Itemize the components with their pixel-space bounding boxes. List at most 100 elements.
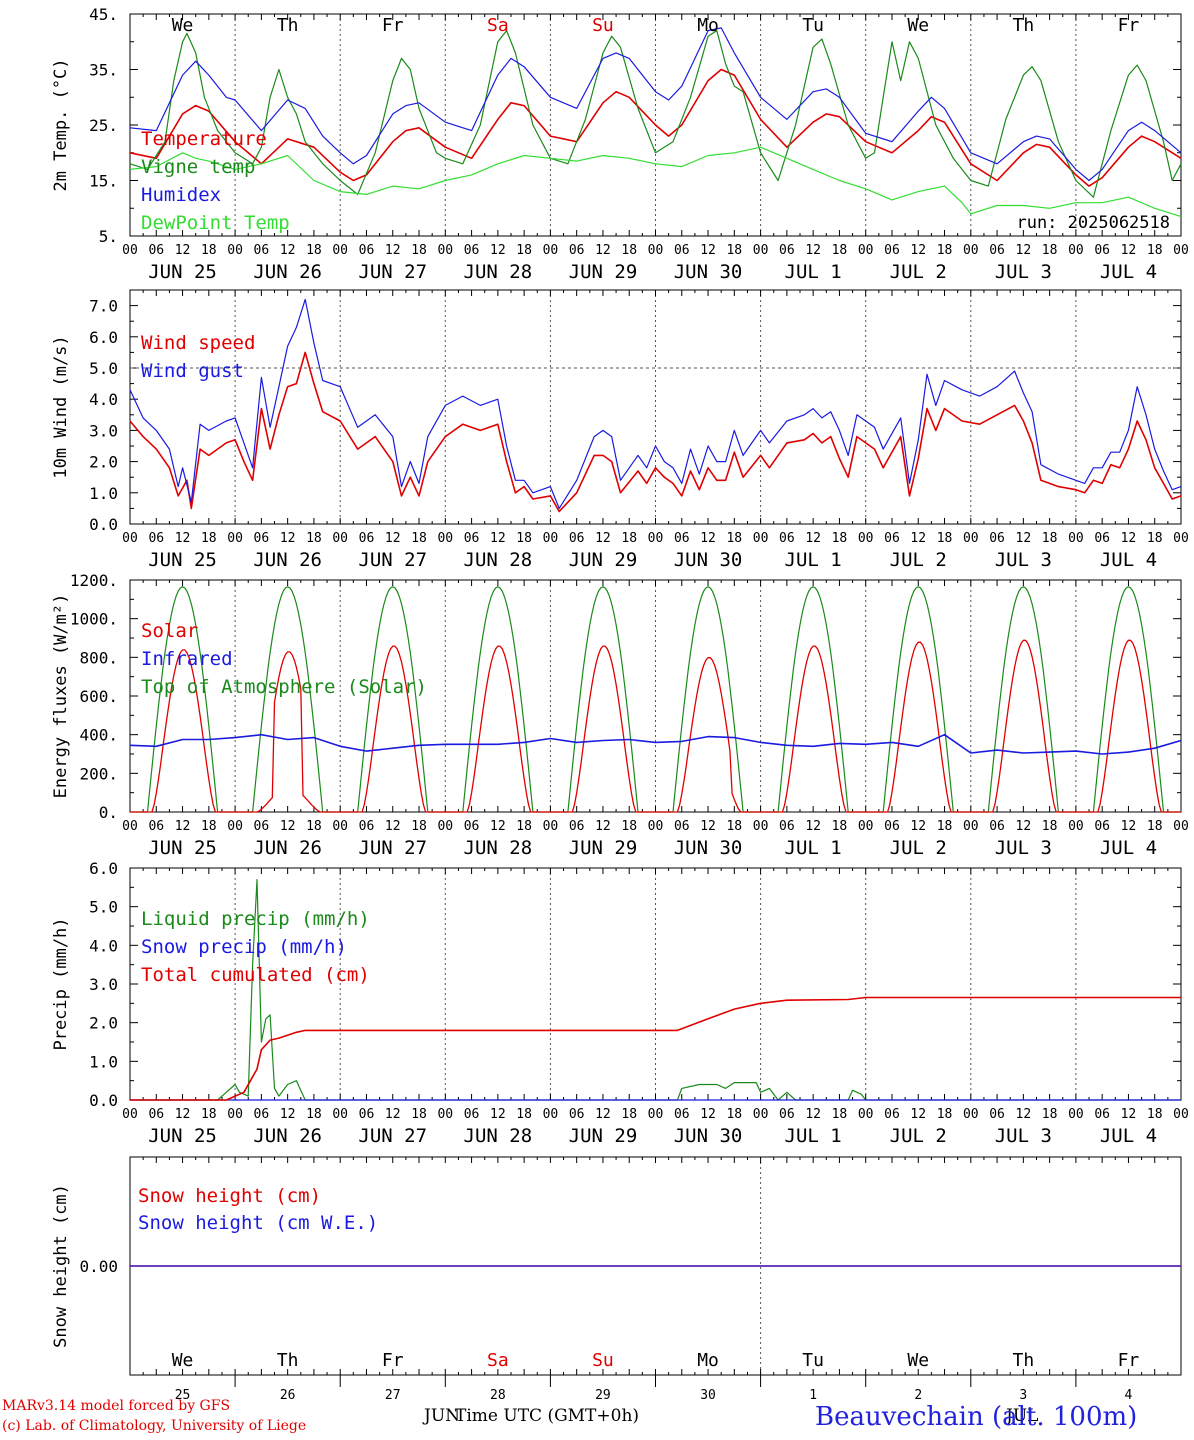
day-label: JUN 27 [358,837,427,859]
hour-tick-label: 00 [437,531,453,546]
hour-tick-label: 18 [726,819,742,834]
hour-tick-label: 18 [937,819,953,834]
station-label: Beauvechain (alt. 100m) [815,1402,1138,1432]
hour-tick-label: 18 [1147,819,1163,834]
hour-tick-label: 18 [621,243,637,258]
day-label: JUN 29 [569,837,638,859]
hour-tick-label: 18 [1147,243,1163,258]
hour-tick-label: 18 [411,819,427,834]
hour-tick-label: 12 [700,1107,716,1122]
y-tick-label: 3.0 [89,975,118,994]
legend-entry: Solar [141,620,198,642]
hour-tick-label: 18 [411,531,427,546]
y-tick-label: 35. [89,61,118,80]
hour-tick-label: 18 [201,531,217,546]
hour-tick-label: 12 [490,531,506,546]
hour-tick-label: 18 [201,819,217,834]
hour-tick-label: 18 [832,243,848,258]
hour-tick-label: 06 [674,819,690,834]
hour-tick-label: 00 [963,1107,979,1122]
hour-tick-label: 12 [385,1107,401,1122]
hour-tick-label: 18 [1147,531,1163,546]
y-tick-label: 25. [89,116,118,135]
day-number-label: 1 [809,1388,817,1403]
hour-tick-label: 00 [227,243,243,258]
hour-tick-label: 12 [910,819,926,834]
hour-tick-label: 18 [832,1107,848,1122]
weekday-label: Th [1013,1350,1035,1371]
hour-tick-label: 06 [359,531,375,546]
hour-tick-label: 12 [1016,243,1032,258]
hour-tick-label: 12 [1121,1107,1137,1122]
hour-tick-label: 12 [1121,819,1137,834]
hour-tick-label: 00 [437,1107,453,1122]
day-label: JUN 28 [464,837,533,859]
hour-tick-label: 18 [937,243,953,258]
hour-tick-label: 06 [779,243,795,258]
hour-tick-label: 00 [858,1107,874,1122]
day-label: JUN 28 [464,1125,533,1147]
y-tick-label: 400. [79,726,118,745]
hour-tick-label: 18 [516,1107,532,1122]
hour-tick-label: 00 [648,531,664,546]
hour-tick-label: 06 [779,819,795,834]
hour-tick-label: 06 [359,819,375,834]
legend-entry: Humidex [141,184,221,206]
hour-tick-label: 00 [1173,243,1189,258]
y-tick-label: 200. [79,764,118,783]
hour-tick-label: 00 [858,819,874,834]
day-label: JUN 29 [569,1125,638,1147]
hour-tick-label: 06 [254,1107,270,1122]
temperature-series-line [129,68,1182,187]
hour-tick-label: 00 [963,243,979,258]
hour-tick-label: 12 [385,243,401,258]
hour-tick-label: 06 [148,531,164,546]
hour-tick-label: 12 [280,243,296,258]
hour-tick-label: 12 [910,243,926,258]
y-tick-label: 4.0 [89,936,118,955]
month-label-jul: JUL [1006,1406,1039,1426]
day-label: JUN 29 [569,261,638,283]
legend-entry: Snow precip (mm/h) [141,936,347,958]
hour-tick-label: 06 [989,1107,1005,1122]
day-label: JUL 4 [1100,837,1157,859]
legend-entry: Total cumulated (cm) [141,964,370,986]
hour-tick-label: 00 [753,243,769,258]
hour-tick-label: 06 [989,531,1005,546]
legend-entry: Infrared [141,648,233,670]
model-credit: MARv3.14 model forced by GFS [2,1398,231,1414]
weekday-label: Tu [802,15,824,36]
hour-tick-label: 18 [1147,1107,1163,1122]
y-tick-label: 2.0 [89,1014,118,1033]
hour-tick-label: 00 [963,819,979,834]
weekday-label: Th [277,1350,299,1371]
hour-tick-label: 18 [621,819,637,834]
weekday-label: We [907,15,929,36]
hour-tick-label: 06 [884,1107,900,1122]
hour-tick-label: 12 [700,531,716,546]
hour-tick-label: 12 [175,1107,191,1122]
hour-tick-label: 06 [674,243,690,258]
hour-tick-label: 12 [175,243,191,258]
hour-tick-label: 00 [227,1107,243,1122]
weekday-label: Sa [487,15,509,36]
hour-tick-label: 18 [832,819,848,834]
day-label: JUN 26 [253,1125,322,1147]
hour-tick-label: 00 [332,531,348,546]
day-label: JUL 2 [890,549,947,571]
day-label: JUL 4 [1100,549,1157,571]
day-number-label: 27 [385,1388,401,1403]
vigne-temp-series-line [129,30,1182,198]
hour-tick-label: 12 [385,819,401,834]
hour-tick-label: 12 [1016,1107,1032,1122]
hour-tick-label: 18 [201,1107,217,1122]
hour-tick-label: 00 [437,819,453,834]
hour-tick-label: 06 [989,243,1005,258]
hour-tick-label: 18 [1042,1107,1058,1122]
hour-tick-label: 18 [516,531,532,546]
hour-tick-label: 12 [805,243,821,258]
hour-tick-label: 00 [648,243,664,258]
hour-tick-label: 06 [884,531,900,546]
day-label: JUL 3 [995,261,1052,283]
weekday-label: We [172,15,194,36]
